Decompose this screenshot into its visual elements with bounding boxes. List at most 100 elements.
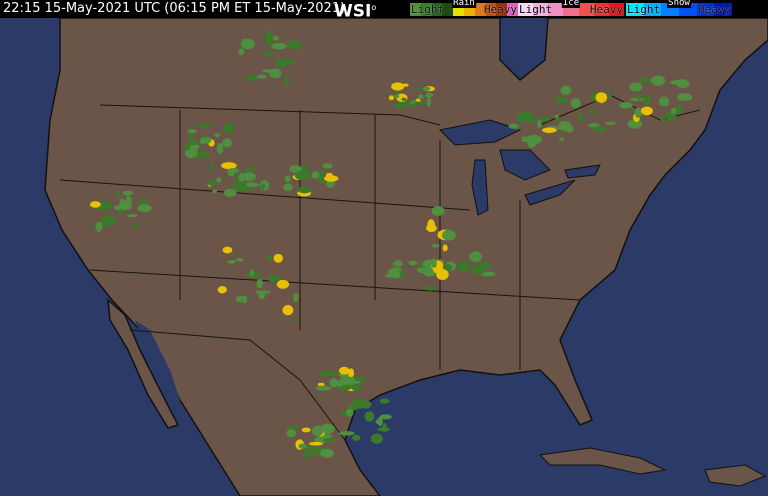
precip-echo <box>196 123 213 128</box>
legend-heavy-label: Heavy <box>589 3 623 16</box>
precip-echo <box>595 92 608 103</box>
precip-echo <box>468 251 483 262</box>
precip-echo <box>588 123 600 128</box>
precip-echo <box>392 261 402 267</box>
precip-echo <box>394 100 407 109</box>
precip-echo <box>338 366 350 375</box>
precip-echo <box>271 42 287 50</box>
precip-echo <box>311 425 324 437</box>
precip-echo <box>286 40 303 50</box>
precip-echo <box>521 136 528 143</box>
precip-echo <box>467 264 473 269</box>
precip-echo <box>431 243 440 248</box>
precip-echo <box>408 260 417 266</box>
precip-echo <box>320 423 335 434</box>
legend-light-label: Light <box>627 3 661 16</box>
precip-echo <box>263 51 275 56</box>
precip-echo <box>441 229 456 241</box>
precip-echo <box>643 95 651 106</box>
precip-echo <box>554 96 569 104</box>
precip-echo <box>260 183 266 190</box>
great-lakes <box>438 119 601 216</box>
precip-echo <box>431 206 445 216</box>
legend-ice: Light Heavy Ice <box>518 0 624 16</box>
precip-echo <box>241 38 255 50</box>
precip-echo <box>416 267 430 274</box>
precip-echo <box>233 180 247 192</box>
precip-echo <box>284 76 290 86</box>
precip-echo <box>399 274 406 278</box>
precip-echo <box>283 183 293 191</box>
precip-echo <box>422 86 431 91</box>
precip-echo <box>222 138 233 148</box>
precip-echo <box>516 114 527 123</box>
precip-echo <box>387 267 404 279</box>
precip-echo <box>352 398 366 406</box>
precip-echo <box>221 162 237 170</box>
precip-echo <box>311 171 320 179</box>
precip-echo <box>607 93 612 99</box>
precip-echo <box>256 74 267 79</box>
borders <box>59 94 701 441</box>
precip-echo <box>308 441 323 446</box>
precip-echo <box>95 222 103 233</box>
precip-echo <box>238 172 245 183</box>
legend-swatch <box>410 3 421 16</box>
precip-echo <box>351 383 362 391</box>
precip-echo <box>388 95 395 101</box>
precip-echo <box>207 180 217 187</box>
legend-swatch <box>714 3 733 16</box>
precip-echo <box>243 167 256 172</box>
precip-echo <box>187 129 198 134</box>
legend-snow: Light Heavy Snow <box>626 0 733 16</box>
precip-echo <box>188 133 196 140</box>
precip-echo <box>244 182 260 188</box>
legend-swatch <box>474 3 486 16</box>
precip-echo <box>650 75 666 86</box>
precip-echo <box>347 368 355 378</box>
precip-echo <box>424 285 436 291</box>
legend-rain: Light Heavy Rain <box>410 0 518 16</box>
precip-echo <box>377 427 390 432</box>
timestamp: 22:15 15-May-2021 UTC (06:15 PM ET 15-Ma… <box>3 1 346 16</box>
legend-light-label: Light <box>519 3 553 16</box>
precip-echo <box>393 94 400 99</box>
precip-echo <box>670 108 677 115</box>
precip-echo <box>426 224 437 233</box>
precip-echo <box>131 224 139 228</box>
legend-swatch <box>496 3 508 16</box>
legend-swatch <box>578 3 594 16</box>
precip-echo <box>284 175 291 183</box>
precip-echo <box>559 137 565 141</box>
precip-echo <box>675 105 683 115</box>
precip-echo <box>264 35 274 45</box>
precip-echo <box>564 126 574 133</box>
precip-echo <box>317 382 325 387</box>
precip-echo <box>442 244 448 252</box>
precip-echo <box>336 380 344 387</box>
legend-swatch <box>507 3 518 16</box>
precip-echo <box>99 201 112 211</box>
precip-echo <box>401 97 407 102</box>
precip-echo <box>660 115 666 122</box>
precip-echo <box>322 438 337 443</box>
precip-echo <box>293 318 300 322</box>
precip-echo <box>223 123 235 134</box>
precip-echo <box>640 106 653 116</box>
legend-swatch <box>453 3 464 16</box>
precip-echo <box>115 190 120 197</box>
precip-echo <box>413 101 427 105</box>
precip-echo <box>318 175 326 184</box>
precip-echo <box>670 80 680 85</box>
precip-echo <box>214 133 221 138</box>
precip-echo <box>118 201 132 211</box>
precip-echo <box>216 177 222 183</box>
precip-echo <box>286 428 296 438</box>
precip-echo <box>352 434 361 441</box>
precip-echo <box>399 269 405 276</box>
precip-echo <box>417 94 424 100</box>
precip-echo <box>217 286 227 294</box>
logo-text: WSI <box>334 1 372 22</box>
legend-heavy-label: Heavy <box>697 3 731 16</box>
